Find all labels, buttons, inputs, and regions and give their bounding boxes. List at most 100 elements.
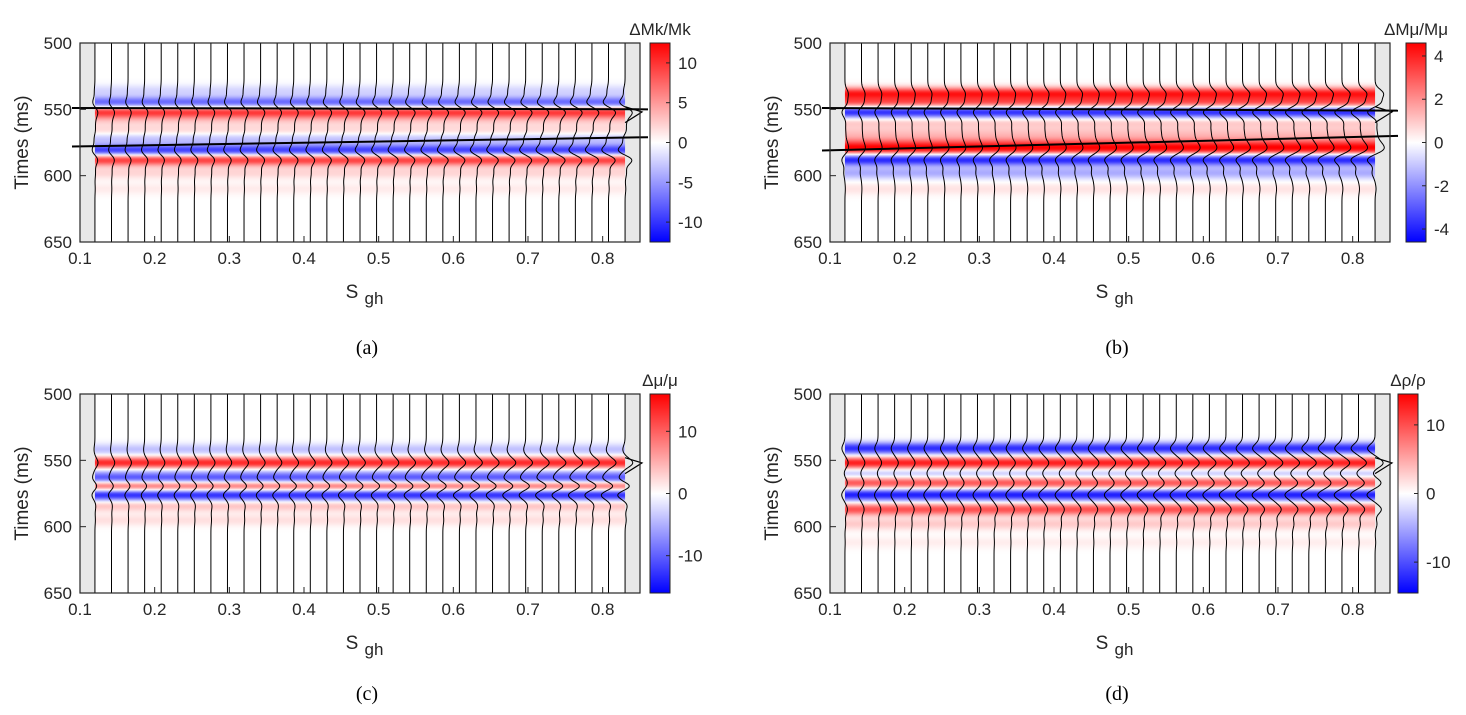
colorbar-tick-label: -5	[678, 173, 693, 192]
trace-line	[1169, 394, 1184, 593]
trace-line	[1202, 394, 1217, 593]
trace-line	[420, 43, 433, 242]
trace-line	[420, 394, 433, 593]
trace-line	[502, 394, 517, 593]
axes-frame	[79, 393, 641, 594]
y-axis-label: Times (ms)	[12, 95, 33, 189]
trace-line	[436, 394, 450, 593]
colorbar-tick-label: -4	[1434, 220, 1449, 239]
colorbar-tick-label: 0	[1426, 485, 1435, 504]
trace-line	[551, 394, 567, 593]
colorbar-title: Δρ/ρ	[1390, 371, 1425, 390]
x-tick-label: 0.8	[1341, 600, 1365, 619]
trace-line	[124, 43, 132, 242]
x-tick-label: 0.5	[367, 600, 391, 619]
x-axis-label: S	[346, 282, 359, 303]
trace-line	[1120, 394, 1133, 593]
trace-line	[1268, 394, 1284, 593]
trace-line	[1366, 394, 1384, 593]
y-tick-label: 500	[794, 34, 822, 53]
trace-line	[535, 394, 550, 593]
trace-line	[923, 43, 933, 242]
x-tick-label: 0.3	[218, 249, 242, 268]
trace-line	[255, 394, 266, 593]
trace-line	[1235, 394, 1250, 593]
y-tick-label: 500	[794, 385, 822, 404]
trace-line	[1268, 43, 1285, 242]
trace-line	[972, 43, 984, 242]
trace-line	[387, 394, 400, 593]
trace-line	[890, 43, 900, 242]
trace-line	[1350, 43, 1369, 242]
panel-caption: (b)	[1105, 337, 1128, 359]
trace-line	[173, 43, 182, 242]
y-tick-label: 650	[44, 233, 72, 252]
x-tick-label: 0.5	[1117, 249, 1141, 268]
y-tick-label: 600	[44, 518, 72, 537]
colorbar-tick-label: 4	[1434, 47, 1443, 66]
colorbar-tick-label: -10	[678, 213, 703, 232]
x-axis-label: S	[346, 633, 359, 654]
trace-line	[436, 43, 450, 242]
trace-line	[552, 43, 566, 242]
trace-line	[584, 43, 600, 242]
trace-line	[1022, 43, 1034, 242]
y-tick-label: 500	[44, 385, 72, 404]
trace-line	[841, 394, 849, 593]
trace-line	[1251, 43, 1268, 242]
panel-caption: (a)	[356, 337, 378, 359]
trace-line	[1300, 394, 1317, 593]
colorbar-title: Δμ/μ	[642, 371, 678, 390]
trace-line	[370, 394, 383, 593]
trace-line	[469, 43, 483, 242]
trace-line	[239, 43, 249, 242]
x-tick-label: 0.6	[1192, 249, 1216, 268]
trace-line	[1186, 43, 1201, 242]
y-axis-label: Times (ms)	[762, 446, 783, 540]
trace-line	[1284, 394, 1301, 593]
x-tick-label: 0.3	[218, 600, 242, 619]
trace-line	[272, 394, 283, 593]
x-tick-label: 0.7	[1266, 600, 1290, 619]
trace-line	[108, 43, 116, 242]
trace-tip	[624, 457, 644, 475]
trace-line	[1235, 43, 1251, 242]
trace-line	[469, 394, 483, 593]
colorbar-tick-label: -10	[1426, 553, 1451, 572]
panel-caption: (d)	[1105, 683, 1128, 705]
x-tick-label: 0.5	[1117, 600, 1141, 619]
x-axis-label-subscript: gh	[1115, 289, 1134, 308]
trace-line	[1021, 394, 1033, 593]
trace-line	[404, 43, 416, 242]
trace-line	[1334, 43, 1352, 242]
trace-line	[91, 43, 99, 242]
trace-line	[1317, 394, 1334, 593]
y-tick-label: 600	[44, 167, 72, 186]
trace-line	[956, 394, 966, 593]
trace-line	[206, 394, 216, 593]
x-tick-label: 0.4	[1042, 249, 1066, 268]
x-tick-label: 0.6	[442, 600, 466, 619]
colorbar-tick-label: 0	[678, 134, 687, 153]
trace-line	[1366, 43, 1385, 242]
y-tick-label: 550	[794, 451, 822, 470]
trace-line	[906, 394, 916, 593]
x-tick-label: 0.6	[1192, 600, 1216, 619]
y-tick-label: 550	[44, 100, 72, 119]
y-tick-label: 600	[794, 167, 822, 186]
trace-line	[956, 43, 967, 242]
trace-line	[1169, 43, 1184, 242]
colorbar-tick-label: 5	[678, 94, 687, 113]
trace-line	[939, 43, 950, 242]
x-tick-label: 0.4	[292, 249, 316, 268]
trace-line	[107, 394, 116, 593]
trace-line	[173, 394, 183, 593]
trace-line	[874, 43, 883, 242]
x-tick-label: 0.4	[292, 600, 316, 619]
trace-line	[907, 43, 917, 242]
trace-line	[874, 394, 883, 593]
trace-line	[857, 394, 866, 593]
